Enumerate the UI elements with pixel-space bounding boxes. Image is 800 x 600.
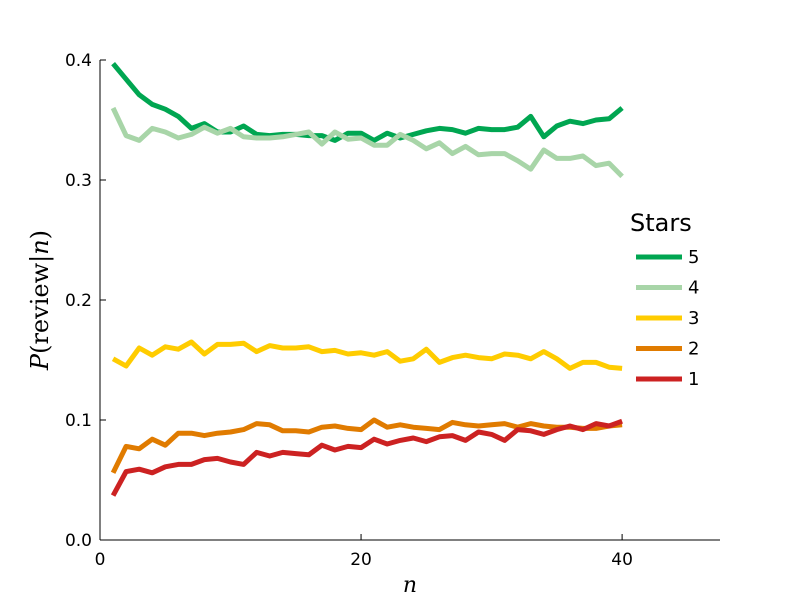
x-tick-label: 20 bbox=[350, 550, 372, 570]
legend-label: 1 bbox=[688, 369, 699, 390]
y-tick-label: 0.4 bbox=[65, 51, 92, 71]
x-tick-label: 0 bbox=[95, 550, 106, 570]
y-tick-label: 0.1 bbox=[65, 411, 92, 431]
legend-title: Stars bbox=[630, 209, 692, 237]
legend-label: 5 bbox=[688, 247, 699, 268]
y-axis-title: P(review|n) bbox=[26, 230, 55, 371]
y-axis-title-var: n bbox=[26, 239, 54, 254]
legend-items: 5 4 3 2 1 bbox=[636, 247, 699, 390]
y-axis-title-close: ) bbox=[26, 230, 54, 239]
ticks: 0 20 40 0.0 0.1 0.2 0.3 0.4 bbox=[65, 51, 633, 570]
x-axis-title: n bbox=[403, 573, 417, 598]
y-axis-title-open: (review bbox=[26, 262, 54, 353]
series-line-3 bbox=[111, 339, 623, 371]
y-tick-label: 0.2 bbox=[65, 291, 92, 311]
y-tick-label: 0.3 bbox=[65, 171, 92, 191]
legend-label: 2 bbox=[688, 339, 699, 360]
series-group bbox=[110, 61, 624, 497]
y-axis-title-prefix: P bbox=[26, 353, 54, 371]
series-line-1 bbox=[110, 418, 623, 497]
legend-label: 3 bbox=[688, 308, 699, 329]
legend: Stars 5 4 3 2 1 bbox=[630, 209, 699, 390]
legend-label: 4 bbox=[688, 278, 699, 299]
y-tick-label: 0.0 bbox=[65, 531, 92, 551]
x-tick-label: 40 bbox=[611, 550, 633, 570]
y-axis-title-bar: | bbox=[26, 255, 55, 263]
series-line-5 bbox=[111, 61, 624, 143]
series-line-4 bbox=[110, 106, 624, 179]
series-line-2 bbox=[110, 417, 623, 474]
